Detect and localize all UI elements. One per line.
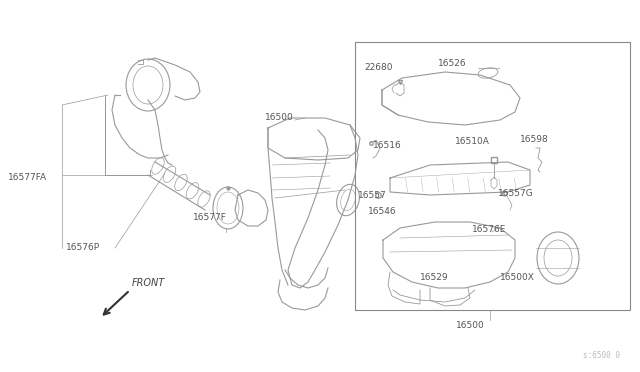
Text: 16576P: 16576P bbox=[66, 244, 100, 253]
Text: s:6500 0: s:6500 0 bbox=[583, 351, 620, 360]
Text: 16557G: 16557G bbox=[498, 189, 534, 198]
Bar bbox=[355, 42, 630, 310]
Text: 16576E: 16576E bbox=[472, 225, 506, 234]
Text: 16516: 16516 bbox=[373, 141, 402, 150]
Text: 22680: 22680 bbox=[364, 62, 392, 71]
Text: FRONT: FRONT bbox=[132, 278, 165, 288]
Text: 16510A: 16510A bbox=[455, 138, 490, 147]
Text: 16529: 16529 bbox=[420, 273, 449, 282]
Text: 16500X: 16500X bbox=[500, 273, 535, 282]
Text: 16500: 16500 bbox=[456, 321, 484, 330]
Text: 16500: 16500 bbox=[265, 113, 294, 122]
Text: 16546: 16546 bbox=[368, 208, 397, 217]
Text: 16577FA: 16577FA bbox=[8, 173, 47, 183]
Text: 16557: 16557 bbox=[358, 190, 387, 199]
Text: 16598: 16598 bbox=[520, 135, 548, 144]
Text: 16577F: 16577F bbox=[193, 214, 227, 222]
Text: 16526: 16526 bbox=[438, 58, 467, 67]
